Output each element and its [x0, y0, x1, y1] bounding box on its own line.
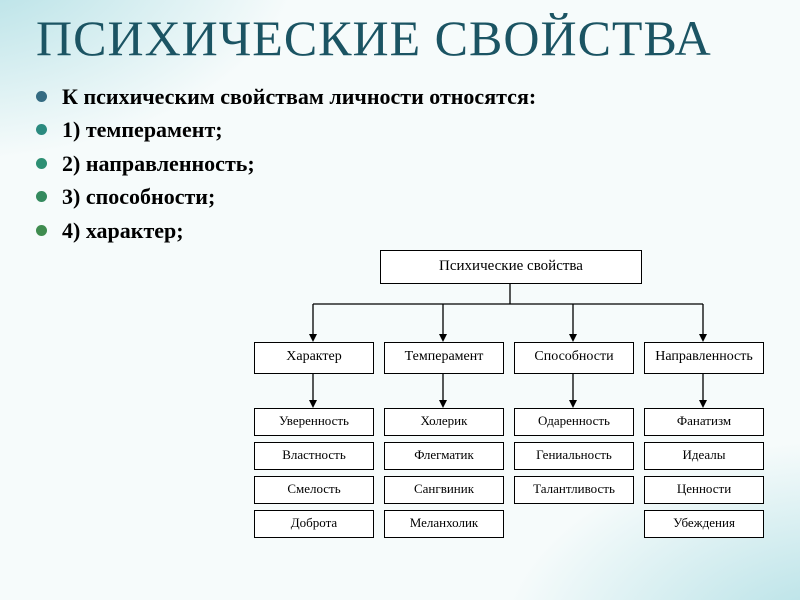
diagram-category: Направленность: [644, 342, 764, 374]
diagram-leaf: Уверенность: [254, 408, 374, 436]
bullet-item: К психическим свойствам личности относят…: [36, 83, 772, 111]
diagram-leaf: Властность: [254, 442, 374, 470]
bullet-item: 1) темперамент;: [36, 116, 772, 144]
bullet-item: 2) направленность;: [36, 150, 772, 178]
properties-diagram: Психические свойства Характер Темперамен…: [250, 250, 770, 540]
bullet-list: К психическим свойствам личности относят…: [36, 83, 772, 245]
diagram-leaf: Идеалы: [644, 442, 764, 470]
diagram-leaf: Талантливость: [514, 476, 634, 504]
diagram-leaf: Ценности: [644, 476, 764, 504]
diagram-leaf: Одаренность: [514, 408, 634, 436]
bullet-item: 3) способности;: [36, 183, 772, 211]
diagram-leaf: Убеждения: [644, 510, 764, 538]
diagram-category: Характер: [254, 342, 374, 374]
diagram-leaf-column: Фанатизм Идеалы Ценности Убеждения: [644, 408, 762, 544]
diagram-leaf: Смелость: [254, 476, 374, 504]
diagram-leaf-column: Одаренность Гениальность Талантливость: [514, 408, 632, 510]
diagram-leaf: Доброта: [254, 510, 374, 538]
diagram-leaf: Гениальность: [514, 442, 634, 470]
diagram-category: Темперамент: [384, 342, 504, 374]
diagram-leaf: Меланхолик: [384, 510, 504, 538]
diagram-category: Способности: [514, 342, 634, 374]
diagram-leaf: Холерик: [384, 408, 504, 436]
diagram-leaf: Фанатизм: [644, 408, 764, 436]
bullet-item: 4) характер;: [36, 217, 772, 245]
diagram-leaf-column: Холерик Флегматик Сангвиник Меланхолик: [384, 408, 502, 544]
diagram-leaf-column: Уверенность Властность Смелость Доброта: [254, 408, 372, 544]
diagram-root: Психические свойства: [380, 250, 642, 284]
slide: ПСИХИЧЕСКИЕ СВОЙСТВА К психическим свойс…: [0, 0, 800, 600]
page-title: ПСИХИЧЕСКИЕ СВОЙСТВА: [36, 12, 772, 65]
diagram-leaf: Флегматик: [384, 442, 504, 470]
diagram-leaf: Сангвиник: [384, 476, 504, 504]
